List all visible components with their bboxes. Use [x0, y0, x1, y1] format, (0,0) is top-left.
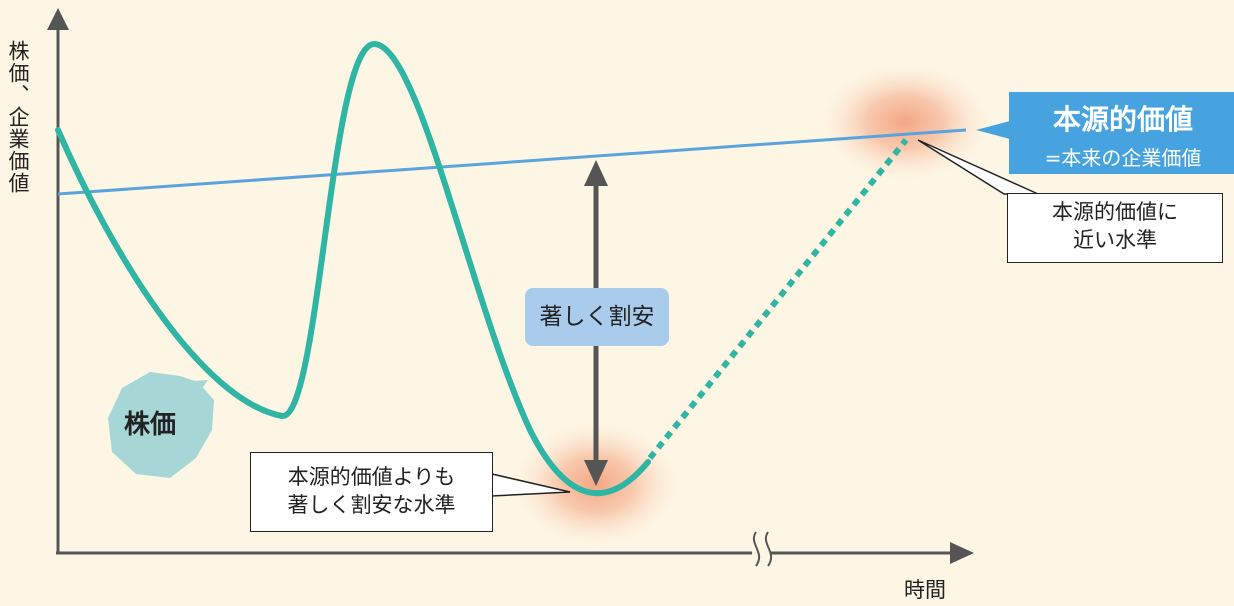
- intrinsic-value-box: 本源的価値 =本来の企業価値: [1009, 92, 1234, 174]
- gap-arrow-head-down: [584, 460, 608, 486]
- stock-price-label: 株価: [124, 410, 177, 440]
- y-axis-arrowhead: [47, 8, 69, 30]
- intrinsic-box-pointer: [976, 121, 1010, 139]
- callout-near-line1: 本源的価値に: [1052, 200, 1178, 224]
- callout-cheap-line2: 著しく割安な水準: [287, 493, 456, 517]
- gap-arrow-head-up: [584, 160, 608, 186]
- significantly-cheap-label: 著しく割安: [525, 288, 669, 346]
- callout-significantly-cheap: 本源的価値よりも 著しく割安な水準: [250, 452, 493, 532]
- callout-near-intrinsic: 本源的価値に 近い水準: [1007, 193, 1223, 263]
- intrinsic-value-subtitle: =本来の企業価値: [1044, 146, 1202, 170]
- x-axis-arrowhead: [950, 542, 974, 564]
- stock-price-bubble-tail: [178, 380, 208, 400]
- axis-break-mark: [753, 531, 773, 567]
- callout-cheap-line1: 本源的価値よりも: [287, 465, 456, 489]
- stock-price-projection: [647, 138, 909, 460]
- intrinsic-value-title: 本源的価値: [1052, 103, 1193, 136]
- y-axis-label: 株価、企業価値: [6, 40, 30, 194]
- stock-price-bubble: [108, 372, 214, 478]
- highlight-glow-high: [821, 64, 989, 180]
- stock-price-curve: [55, 40, 651, 497]
- intrinsic-value-line: [57, 128, 967, 196]
- callout-near-line2: 近い水準: [1073, 228, 1157, 252]
- x-axis-label: 時間: [904, 578, 946, 602]
